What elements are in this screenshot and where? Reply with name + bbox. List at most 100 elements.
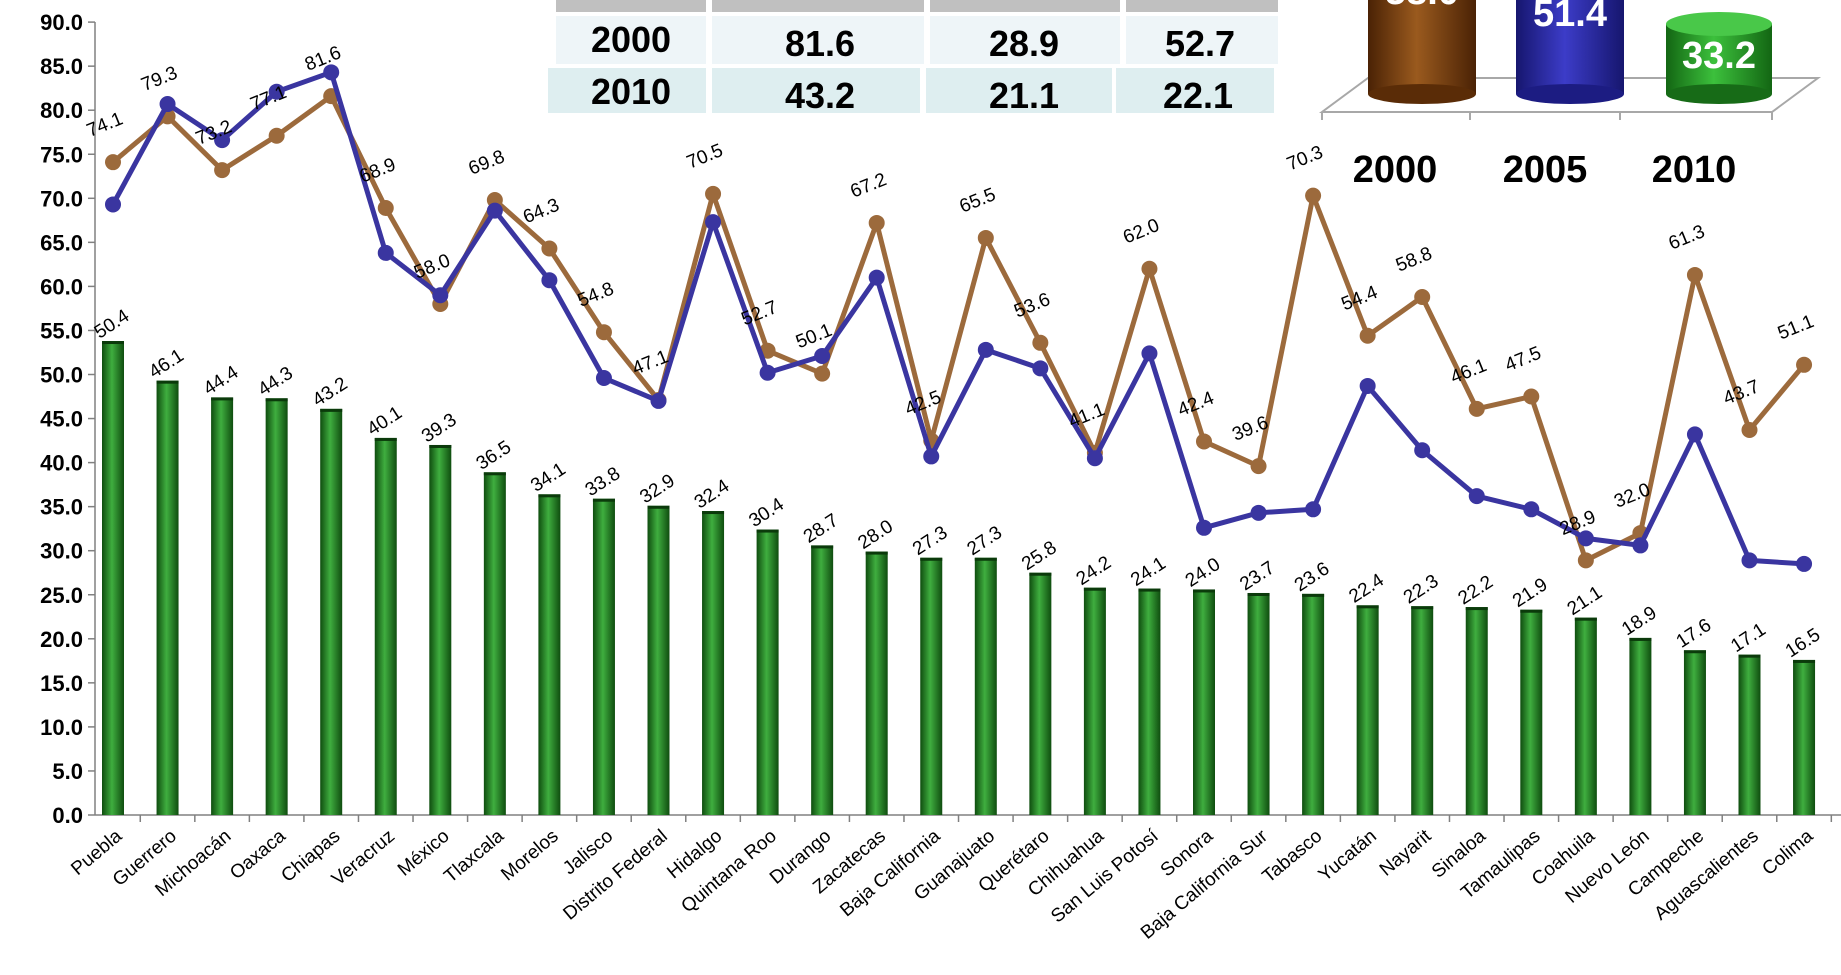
blue-series-point bbox=[977, 341, 994, 358]
bar-data-label: 22.3 bbox=[1400, 571, 1442, 609]
bar bbox=[320, 408, 343, 815]
y-tick-label: 65.0 bbox=[40, 230, 83, 255]
bar bbox=[1629, 637, 1652, 815]
blue-series-point bbox=[159, 96, 176, 113]
bar-data-label: 24.1 bbox=[1127, 553, 1169, 591]
line-data-label: 61.3 bbox=[1666, 221, 1708, 254]
bar-data-label: 46.1 bbox=[145, 345, 187, 383]
bar-top bbox=[538, 494, 561, 498]
brown-series-point bbox=[1741, 422, 1758, 439]
table-cell-2000-col3: 52.7 bbox=[1165, 23, 1235, 64]
bar-top bbox=[1411, 606, 1434, 610]
y-tick-label: 90.0 bbox=[40, 10, 83, 35]
brown-series-point bbox=[868, 214, 885, 231]
bar-data-label: 34.1 bbox=[527, 459, 569, 497]
bar bbox=[1411, 606, 1434, 815]
bar bbox=[1574, 617, 1597, 815]
brown-series-point bbox=[268, 127, 285, 144]
bar-top bbox=[920, 557, 943, 561]
blue-series-point bbox=[1523, 501, 1540, 518]
y-tick-label: 50.0 bbox=[40, 363, 83, 388]
cylinder-label-2010: 33.2 bbox=[1682, 35, 1756, 77]
brown-series-point bbox=[977, 229, 994, 246]
x-tick-label: Tlaxcala bbox=[440, 825, 508, 887]
y-tick-label: 25.0 bbox=[40, 583, 83, 608]
line-data-label: 69.8 bbox=[466, 146, 508, 179]
line-data-label: 54.8 bbox=[575, 278, 617, 311]
x-tick-label: Morelos bbox=[497, 826, 562, 886]
blue-series-point bbox=[105, 196, 121, 213]
bar bbox=[974, 557, 997, 815]
bar bbox=[156, 380, 179, 815]
bar-top bbox=[1574, 617, 1597, 621]
bar-data-label: 43.2 bbox=[309, 373, 351, 411]
brown-series-point bbox=[1523, 388, 1540, 405]
brown-series-point bbox=[705, 185, 722, 202]
table-cell-2010-col1: 43.2 bbox=[785, 75, 855, 116]
bar-top bbox=[865, 551, 888, 555]
x-tick-labels: PueblaGuerreroMichoacánOaxacaChiapasVera… bbox=[67, 815, 1833, 944]
bar-data-label: 27.3 bbox=[909, 522, 951, 560]
inset-year-2005: 2005 bbox=[1503, 149, 1588, 191]
bar-data-label: 16.5 bbox=[1782, 624, 1824, 662]
brown-series-point bbox=[1577, 552, 1594, 569]
bar-data-label: 27.3 bbox=[964, 522, 1006, 560]
blue-series-point bbox=[1796, 555, 1813, 572]
bar-top bbox=[156, 380, 179, 384]
bar-top bbox=[320, 408, 343, 412]
blue-series-point bbox=[705, 214, 722, 231]
blue-series-point bbox=[377, 244, 394, 261]
bar bbox=[592, 498, 615, 815]
blue-series-point bbox=[268, 83, 285, 100]
bar bbox=[1247, 592, 1270, 815]
table-cell-year-2010: 2010 bbox=[591, 71, 671, 112]
bar bbox=[1520, 609, 1543, 815]
table-cell-2000-col1: 81.6 bbox=[785, 23, 855, 64]
bar-data-label: 28.0 bbox=[854, 516, 896, 554]
inset-cylinder-chart: 58.0 51.4 33.2 2000 2005 2010 bbox=[1318, 0, 1822, 191]
bar bbox=[1738, 654, 1761, 815]
cylinder-2005: 51.4 bbox=[1516, 0, 1624, 104]
x-tick-label: Tabasco bbox=[1259, 826, 1327, 888]
line-series bbox=[105, 64, 1813, 572]
bar-data-label: 36.5 bbox=[473, 437, 515, 475]
brown-series-point bbox=[1796, 356, 1813, 373]
x-tick-label: Yucatán bbox=[1315, 826, 1381, 886]
bar-data-label: 21.1 bbox=[1564, 582, 1606, 620]
y-tick-label: 20.0 bbox=[40, 627, 83, 652]
line-data-label: 74.1 bbox=[84, 108, 126, 141]
table-cell-2010-col2: 21.1 bbox=[989, 75, 1059, 116]
bar bbox=[1683, 650, 1706, 815]
blue-series-point bbox=[650, 392, 667, 409]
brown-series-point bbox=[1032, 334, 1049, 351]
bar-top bbox=[1083, 587, 1106, 591]
bar bbox=[1793, 659, 1816, 815]
brown-series-point bbox=[377, 199, 394, 216]
bar-top bbox=[1683, 650, 1706, 654]
table-cell-year-2000: 2000 bbox=[591, 19, 671, 60]
bar-top bbox=[756, 529, 779, 533]
bar bbox=[1356, 605, 1379, 815]
bar-top bbox=[374, 437, 397, 441]
bar-data-label: 40.1 bbox=[364, 402, 406, 440]
bar-top bbox=[702, 511, 725, 515]
line-data-label: 67.2 bbox=[848, 169, 890, 202]
bar-top bbox=[1793, 659, 1816, 663]
bar-data-label: 25.8 bbox=[1018, 537, 1060, 575]
bar-top bbox=[483, 472, 506, 476]
bar-data-label: 23.6 bbox=[1291, 558, 1333, 596]
y-tick-label: 5.0 bbox=[52, 759, 83, 784]
bar-data-label: 30.4 bbox=[745, 494, 788, 532]
bar-top bbox=[592, 498, 615, 502]
bar-data-label: 24.2 bbox=[1073, 552, 1115, 590]
bar bbox=[1138, 588, 1161, 815]
line-data-label: 73.2 bbox=[193, 116, 235, 149]
brown-series-point bbox=[814, 365, 831, 382]
cylinder-label-2005: 51.4 bbox=[1533, 0, 1607, 35]
bar bbox=[756, 529, 779, 815]
blue-series-point bbox=[814, 347, 831, 364]
blue-series-point bbox=[541, 272, 558, 289]
y-tick-label: 15.0 bbox=[40, 671, 83, 696]
bar bbox=[811, 545, 834, 815]
blue-series-point bbox=[1305, 501, 1322, 518]
